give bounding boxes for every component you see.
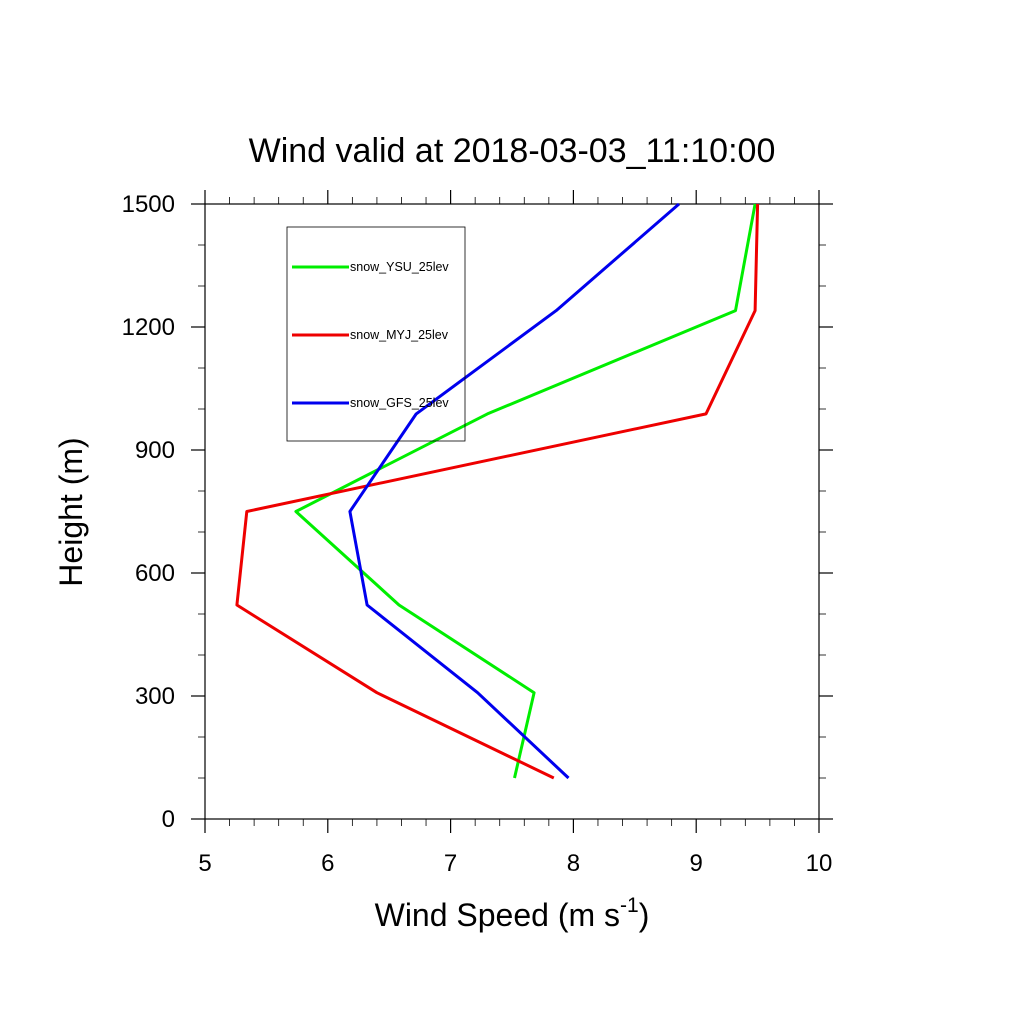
legend: snow_YSU_25lev snow_MYJ_25lev snow_GFS_25l…: [286, 226, 466, 442]
y-tick-labels: 0 300 600 900 1200 1500: [122, 191, 175, 833]
series-line-1: [294, 203, 757, 779]
y-tick-label: 600: [135, 560, 175, 587]
series-lines: [235, 202, 760, 780]
y-tick-label: 900: [135, 437, 175, 464]
y-axis-label: Height (m): [53, 437, 89, 586]
series-line-3: [348, 202, 680, 780]
minor-ticks: [198, 197, 826, 826]
major-ticks: [191, 190, 833, 833]
plot-border: [204, 203, 820, 820]
legend-label-2: snow_MYJ_25lev: [350, 328, 449, 342]
series-line-2: [235, 203, 760, 780]
x-tick-labels: 5 6 7 8 9 10: [198, 850, 832, 877]
legend-label-1: snow_YSU_25lev: [350, 260, 449, 274]
y-tick-label: 0: [162, 806, 175, 833]
y-tick-label: 1500: [122, 191, 175, 218]
legend-items: snow_YSU_25lev snow_MYJ_25lev snow_GFS_25l…: [292, 260, 449, 410]
x-axis-label-close: ): [639, 897, 650, 933]
x-tick-label: 10: [806, 850, 833, 877]
y-tick-label: 1200: [122, 314, 175, 341]
plot-frame: [204, 203, 820, 820]
legend-box: [286, 226, 466, 442]
legend-label-3: snow_GFS_25lev: [350, 396, 449, 410]
x-tick-label: 5: [198, 850, 211, 877]
x-axis-label: Wind Speed (m s-1): [375, 894, 650, 933]
x-axis-label-superscript: -1: [620, 894, 639, 917]
chart-title: Wind valid at 2018-03-03_11:10:00: [249, 132, 776, 170]
y-tick-label: 300: [135, 683, 175, 710]
x-tick-label: 9: [690, 850, 703, 877]
x-tick-label: 8: [567, 850, 580, 877]
x-tick-label: 6: [321, 850, 334, 877]
x-axis-label-main: Wind Speed (m s: [375, 897, 620, 933]
x-tick-label: 7: [444, 850, 457, 877]
